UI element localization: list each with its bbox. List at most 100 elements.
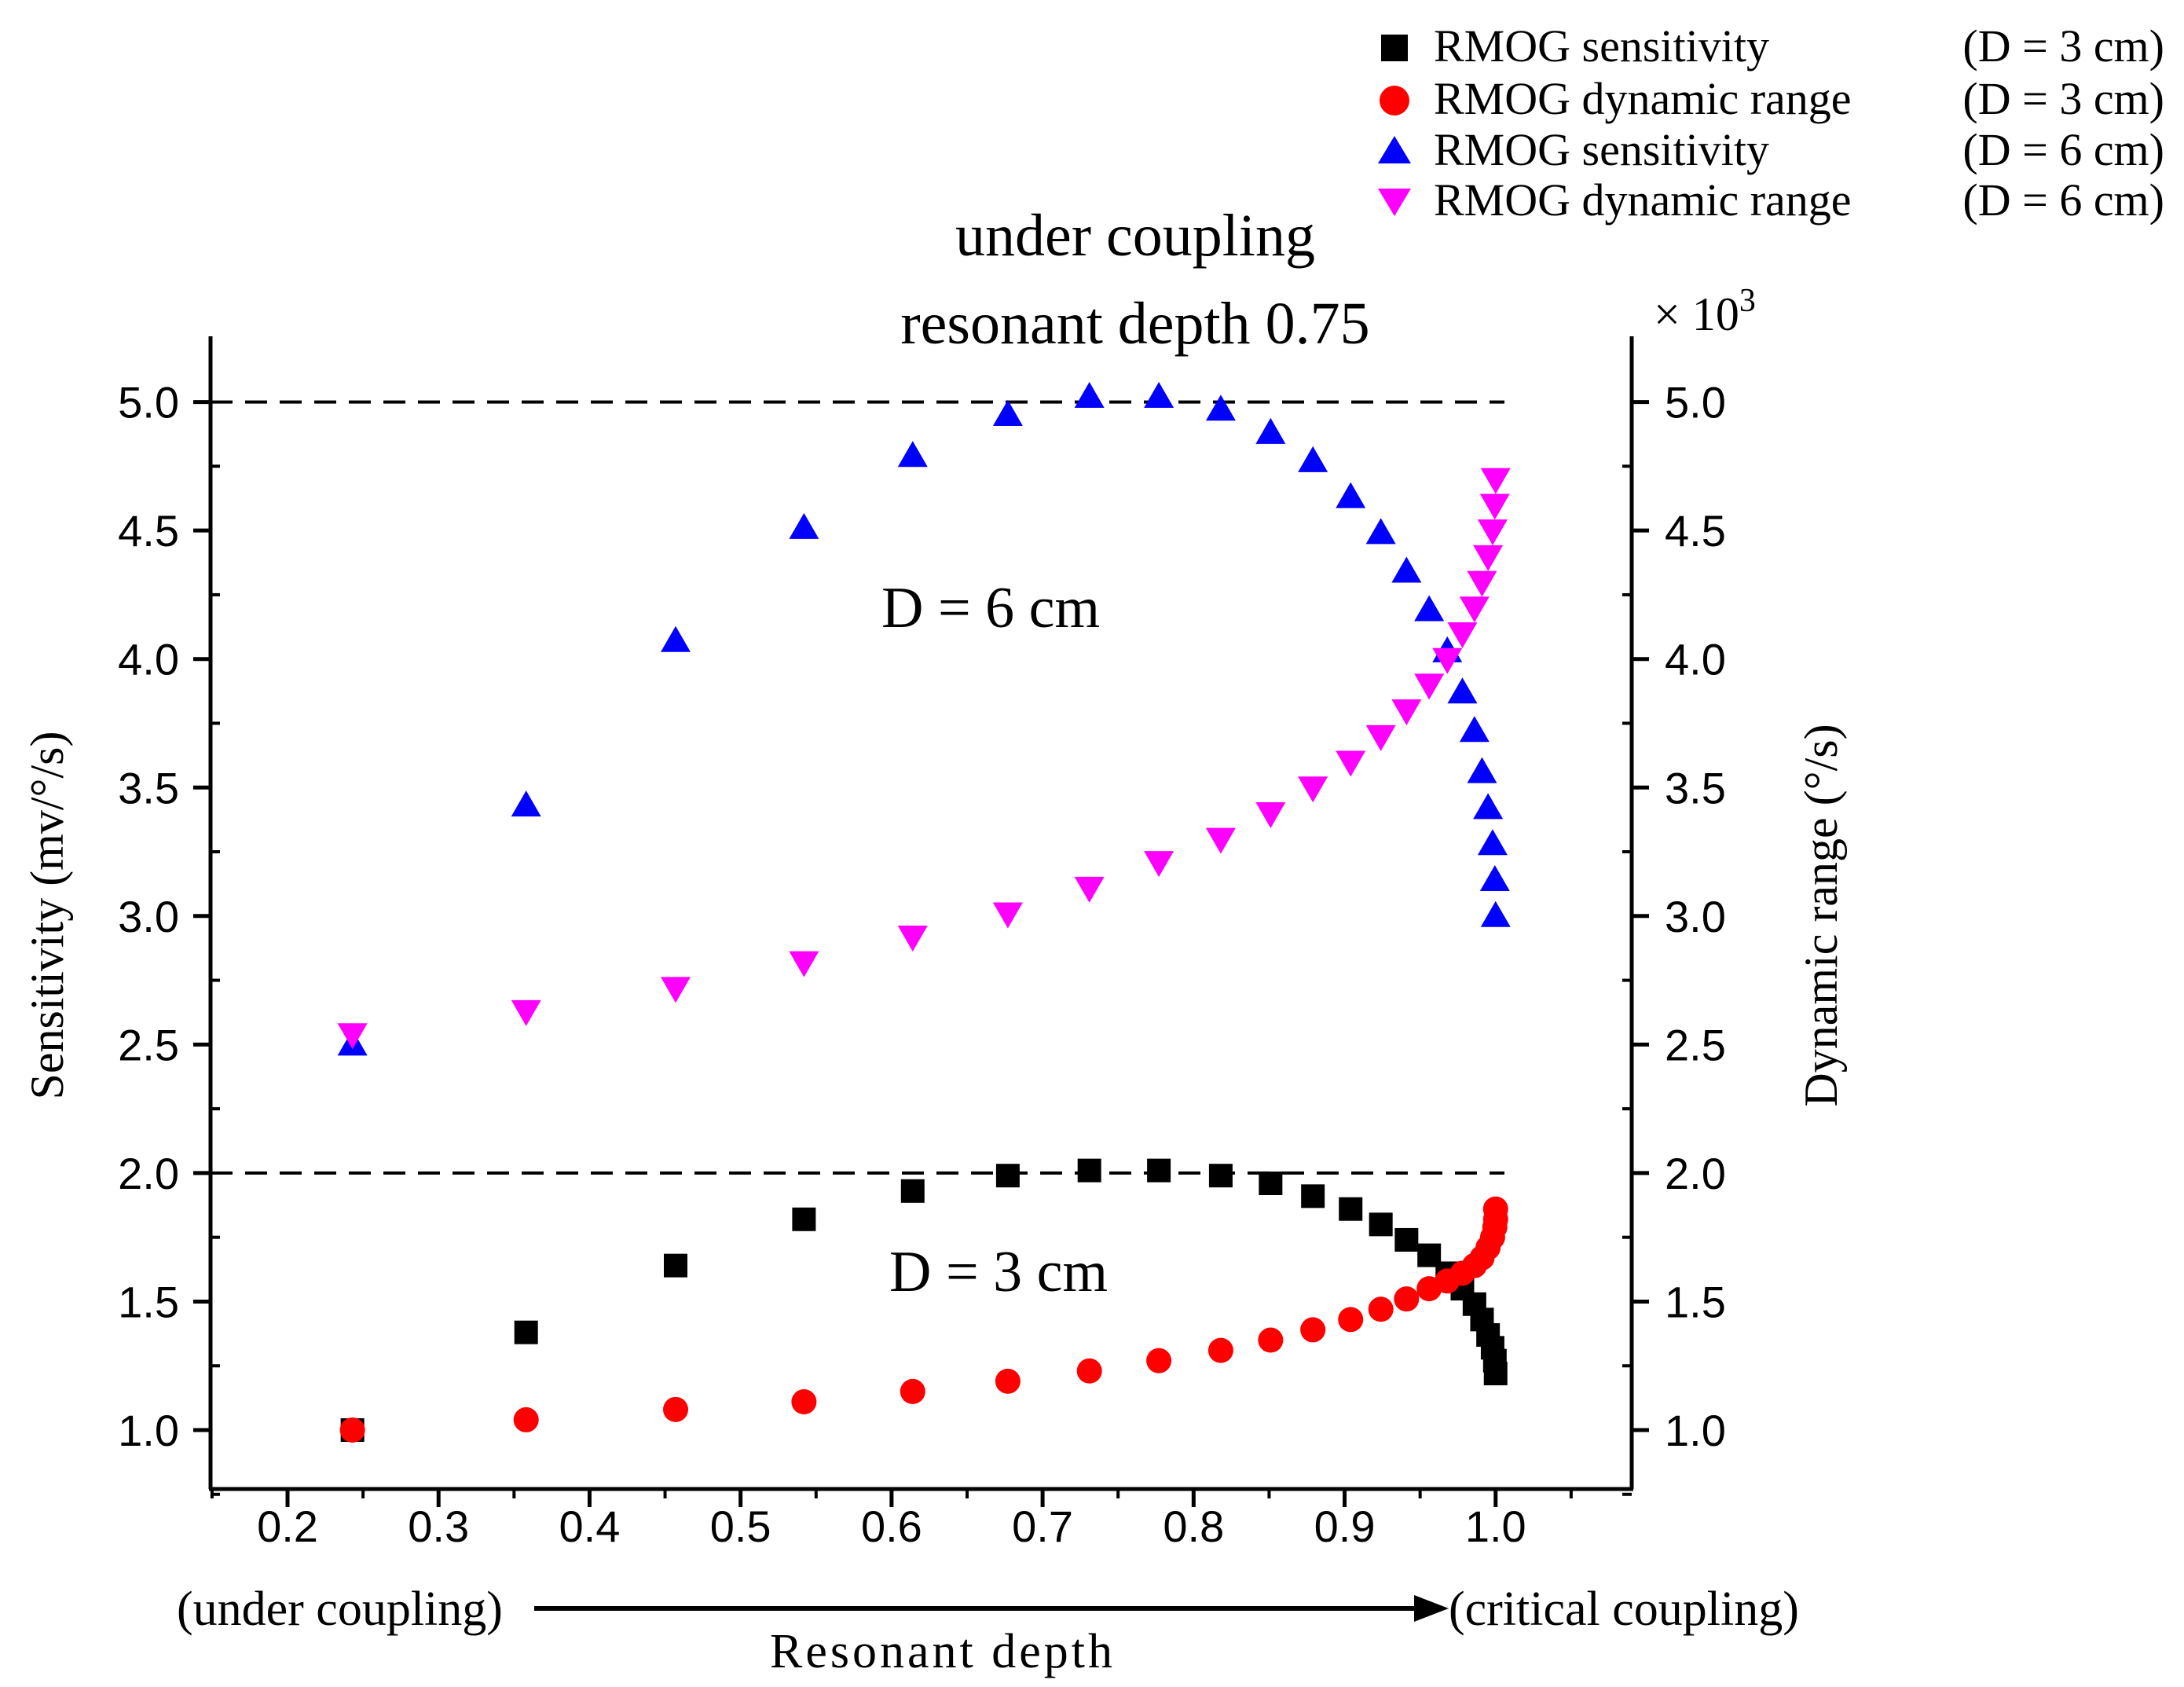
point-triangle-up	[511, 790, 541, 817]
y-tick-label-left: 1.5	[118, 1277, 179, 1326]
point-triangle-down	[337, 1023, 368, 1050]
legend-label-2: RMOG dynamic range	[1434, 73, 1852, 124]
point-triangle-down	[1414, 673, 1445, 700]
chart-title-line-2: resonant depth 0.75	[900, 291, 1369, 357]
point-triangle-up	[1205, 394, 1236, 421]
y-tick-label-right: 4.5	[1665, 506, 1726, 556]
y-axis-label-right: Dynamic range (°/s)	[1795, 724, 1847, 1106]
point-circle	[1146, 1348, 1172, 1373]
legend-cond-3: (D = 6 cm)	[1962, 124, 2164, 175]
point-square	[792, 1207, 816, 1231]
x-tick-label: 0.2	[257, 1502, 318, 1551]
y-axis-label-left: Sensitivity (mv/°/s)	[21, 731, 73, 1099]
point-triangle-down	[661, 977, 691, 1003]
legend-label-4: RMOG dynamic range	[1434, 174, 1852, 226]
point-triangle-up	[1255, 417, 1286, 444]
point-circle	[513, 1406, 539, 1432]
point-triangle-up	[1365, 518, 1396, 545]
reference-lines	[211, 400, 1504, 1175]
point-square	[1369, 1212, 1393, 1237]
y-tick-label-right: 5.0	[1665, 378, 1726, 427]
point-triangle-down	[1473, 545, 1504, 571]
point-triangle-down	[1074, 876, 1105, 903]
x-tick-label: 0.7	[1012, 1502, 1073, 1551]
x-tick-label: 0.4	[559, 1502, 621, 1551]
y-tick-label-right: 2.5	[1665, 1020, 1726, 1069]
y-tick-label-right: 1.5	[1665, 1277, 1726, 1326]
point-triangle-up	[992, 399, 1023, 426]
point-circle	[339, 1417, 365, 1443]
point-square	[664, 1253, 688, 1278]
point-triangle-down	[1477, 519, 1508, 546]
x-ticks: 0.2 0.3 0.4 0.5 0.6 0.7 0.8 0.9 1.0	[257, 1489, 1526, 1551]
point-circle	[1076, 1358, 1102, 1384]
point-triangle-up	[897, 441, 928, 468]
point-triangle-up	[1473, 793, 1504, 820]
point-circle	[1368, 1296, 1394, 1322]
legend-cond-2: (D = 3 cm)	[1962, 73, 2164, 124]
point-triangle-down	[1144, 851, 1174, 878]
point-triangle-up	[1479, 865, 1510, 892]
y-tick-label-left: 2.5	[118, 1020, 179, 1069]
legend-label-1: RMOG sensitivity	[1434, 20, 1769, 72]
point-circle	[1394, 1286, 1420, 1312]
point-square	[900, 1179, 925, 1203]
legend: RMOG sensitivity (D = 3 cm) RMOG dynamic…	[1378, 20, 2164, 226]
x-axis-label-left: (under coupling)	[177, 1582, 503, 1636]
y-tick-label-right: 4.0	[1665, 635, 1726, 684]
legend-marker-square	[1381, 35, 1408, 61]
point-circle	[1482, 1196, 1508, 1222]
point-triangle-down	[1479, 493, 1510, 520]
point-circle	[1258, 1327, 1284, 1353]
point-triangle-down	[992, 902, 1023, 929]
legend-marker-triangle-up	[1378, 136, 1411, 163]
right-axis-multiplier: × 103	[1654, 283, 1756, 340]
x-axis-arrow-head	[1414, 1595, 1449, 1622]
point-triangle-up	[661, 625, 691, 652]
point-triangle-up	[1480, 900, 1511, 927]
y-tick-label-right: 2.0	[1665, 1149, 1726, 1198]
annotation-d3: D = 3 cm	[889, 1240, 1108, 1304]
x-axis-label-right: (critical coupling)	[1449, 1582, 1799, 1636]
multiplier-exponent: 3	[1739, 283, 1756, 319]
legend-marker-circle	[1380, 86, 1409, 116]
point-triangle-up	[1467, 757, 1497, 783]
point-triangle-up	[1477, 829, 1508, 856]
point-square	[514, 1320, 538, 1344]
x-tick-label: 1.0	[1465, 1502, 1526, 1551]
point-triangle-down	[1336, 750, 1366, 777]
y-tick-label-left: 1.0	[118, 1406, 179, 1455]
point-triangle-down	[1459, 596, 1490, 623]
point-square	[995, 1164, 1020, 1188]
point-square	[1483, 1362, 1508, 1386]
point-triangle-down	[1298, 776, 1328, 803]
x-tick-label: 0.8	[1163, 1502, 1224, 1551]
point-triangle-up	[1298, 446, 1328, 472]
point-triangle-up	[1447, 677, 1478, 704]
x-tick-label: 0.9	[1314, 1502, 1376, 1551]
legend-marker-triangle-down	[1378, 189, 1411, 216]
minor-ticks	[210, 464, 1632, 1498]
point-triangle-down	[789, 951, 819, 977]
y-tick-label-left: 3.5	[118, 763, 179, 812]
point-circle	[791, 1389, 817, 1415]
point-triangle-down	[1447, 622, 1478, 648]
point-triangle-up	[1144, 382, 1174, 409]
x-tick-label: 0.3	[408, 1502, 469, 1551]
point-triangle-up	[1074, 382, 1105, 409]
point-triangle-down	[1205, 827, 1236, 854]
x-tick-label: 0.6	[861, 1502, 922, 1551]
y-ticks-right: 1.0 1.5 2.0 2.5 3.0 3.5 4.0 4.5 5.0	[1632, 378, 1726, 1455]
point-triangle-down	[1391, 699, 1422, 726]
multiplier-prefix: × 10	[1654, 288, 1739, 340]
point-square	[1259, 1171, 1283, 1195]
chart-title-line-1: under coupling	[955, 203, 1315, 269]
point-triangle-down	[511, 999, 541, 1026]
point-triangle-down	[1467, 570, 1497, 597]
point-square	[1301, 1184, 1325, 1208]
point-triangle-up	[1414, 595, 1445, 622]
y-ticks-left: 1.0 1.5 2.0 2.5 3.0 3.5 4.0 4.5 5.0	[118, 378, 211, 1455]
point-triangle-down	[1255, 801, 1286, 828]
point-circle	[1300, 1317, 1326, 1343]
